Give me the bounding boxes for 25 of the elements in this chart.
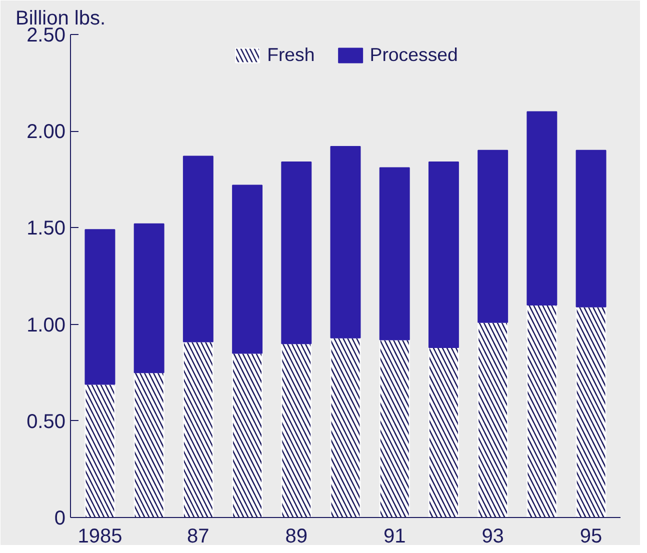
bar	[182, 156, 214, 342]
bar	[232, 184, 263, 354]
y-tick-label: 2.00	[26, 121, 66, 144]
bar	[281, 162, 312, 344]
x-tick-label: 89	[285, 526, 308, 548]
bar	[576, 150, 606, 308]
y-tick-label: 0.50	[26, 410, 66, 433]
x-tick-label: 93	[482, 526, 504, 548]
x-tick-label: 1985	[78, 526, 122, 548]
y-tick-label: 0	[54, 508, 66, 530]
bar	[478, 150, 508, 323]
bar	[379, 167, 410, 340]
bar	[428, 162, 459, 348]
bar	[134, 223, 164, 374]
x-tick-label: 95	[580, 526, 602, 548]
x-tick-label: 91	[383, 526, 406, 548]
y-tick-label: 1.00	[26, 314, 66, 336]
bar	[330, 146, 361, 338]
x-tick-label: 87	[187, 526, 210, 548]
legend-label: Fresh	[267, 44, 315, 66]
y-tick-label: 1.50	[26, 218, 66, 240]
legend-label: Processed	[370, 44, 458, 66]
y-tick-label: 2.50	[26, 24, 66, 46]
bar	[84, 229, 116, 385]
bar	[526, 111, 558, 306]
